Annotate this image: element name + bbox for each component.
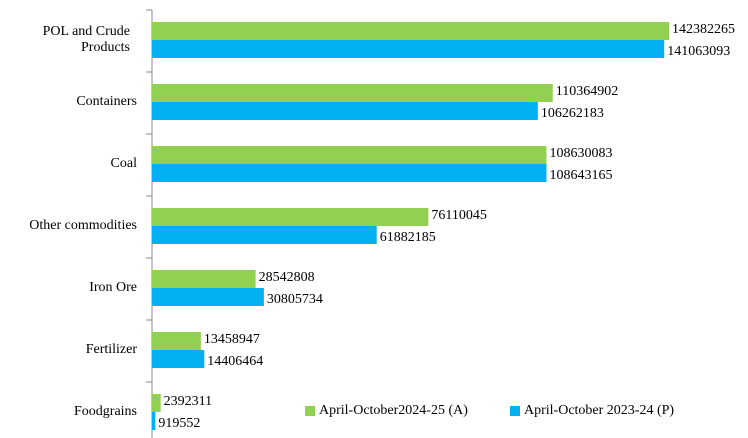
- bar: [152, 288, 264, 306]
- bar: [152, 208, 429, 226]
- bar: [152, 84, 553, 102]
- value-label: 13458947: [204, 332, 260, 347]
- value-label: 2392311: [164, 394, 212, 409]
- bar: [152, 164, 547, 182]
- category-label: Containers: [76, 94, 137, 109]
- bar: [152, 394, 161, 412]
- value-label: 110364902: [556, 84, 618, 99]
- bar: [152, 22, 669, 40]
- bar: [152, 102, 538, 120]
- value-label: 141063093: [667, 44, 730, 59]
- bar: [152, 146, 547, 164]
- value-label: 106262183: [541, 106, 604, 121]
- value-label: 76110045: [431, 208, 486, 223]
- category-label: Other commodities: [29, 218, 137, 233]
- value-label: 28542808: [259, 270, 315, 285]
- value-label: 14406464: [207, 354, 263, 369]
- bar: [152, 350, 205, 368]
- category-label: Foodgrains: [74, 404, 137, 419]
- category-label: Coal: [110, 156, 137, 171]
- category-label: Fertilizer: [85, 342, 137, 357]
- legend-label: April-October2024-25 (A): [319, 403, 468, 418]
- legend-label: April-October 2023-24 (P): [524, 403, 674, 418]
- legend-swatch: [510, 406, 520, 416]
- value-label: 142382265: [672, 22, 735, 37]
- category-label: Iron Ore: [89, 280, 137, 295]
- value-label: 30805734: [267, 292, 323, 307]
- value-label: 108630083: [549, 146, 612, 161]
- bar: [152, 270, 256, 288]
- value-label: 108643165: [549, 168, 612, 183]
- category-label: POL and Crude Products: [42, 24, 130, 55]
- legend-swatch: [305, 406, 315, 416]
- value-label: 919552: [158, 416, 200, 431]
- bar: [152, 40, 665, 58]
- bar: [152, 412, 156, 430]
- value-label: 61882185: [380, 230, 436, 245]
- bar: [152, 332, 201, 350]
- bar: [152, 226, 377, 244]
